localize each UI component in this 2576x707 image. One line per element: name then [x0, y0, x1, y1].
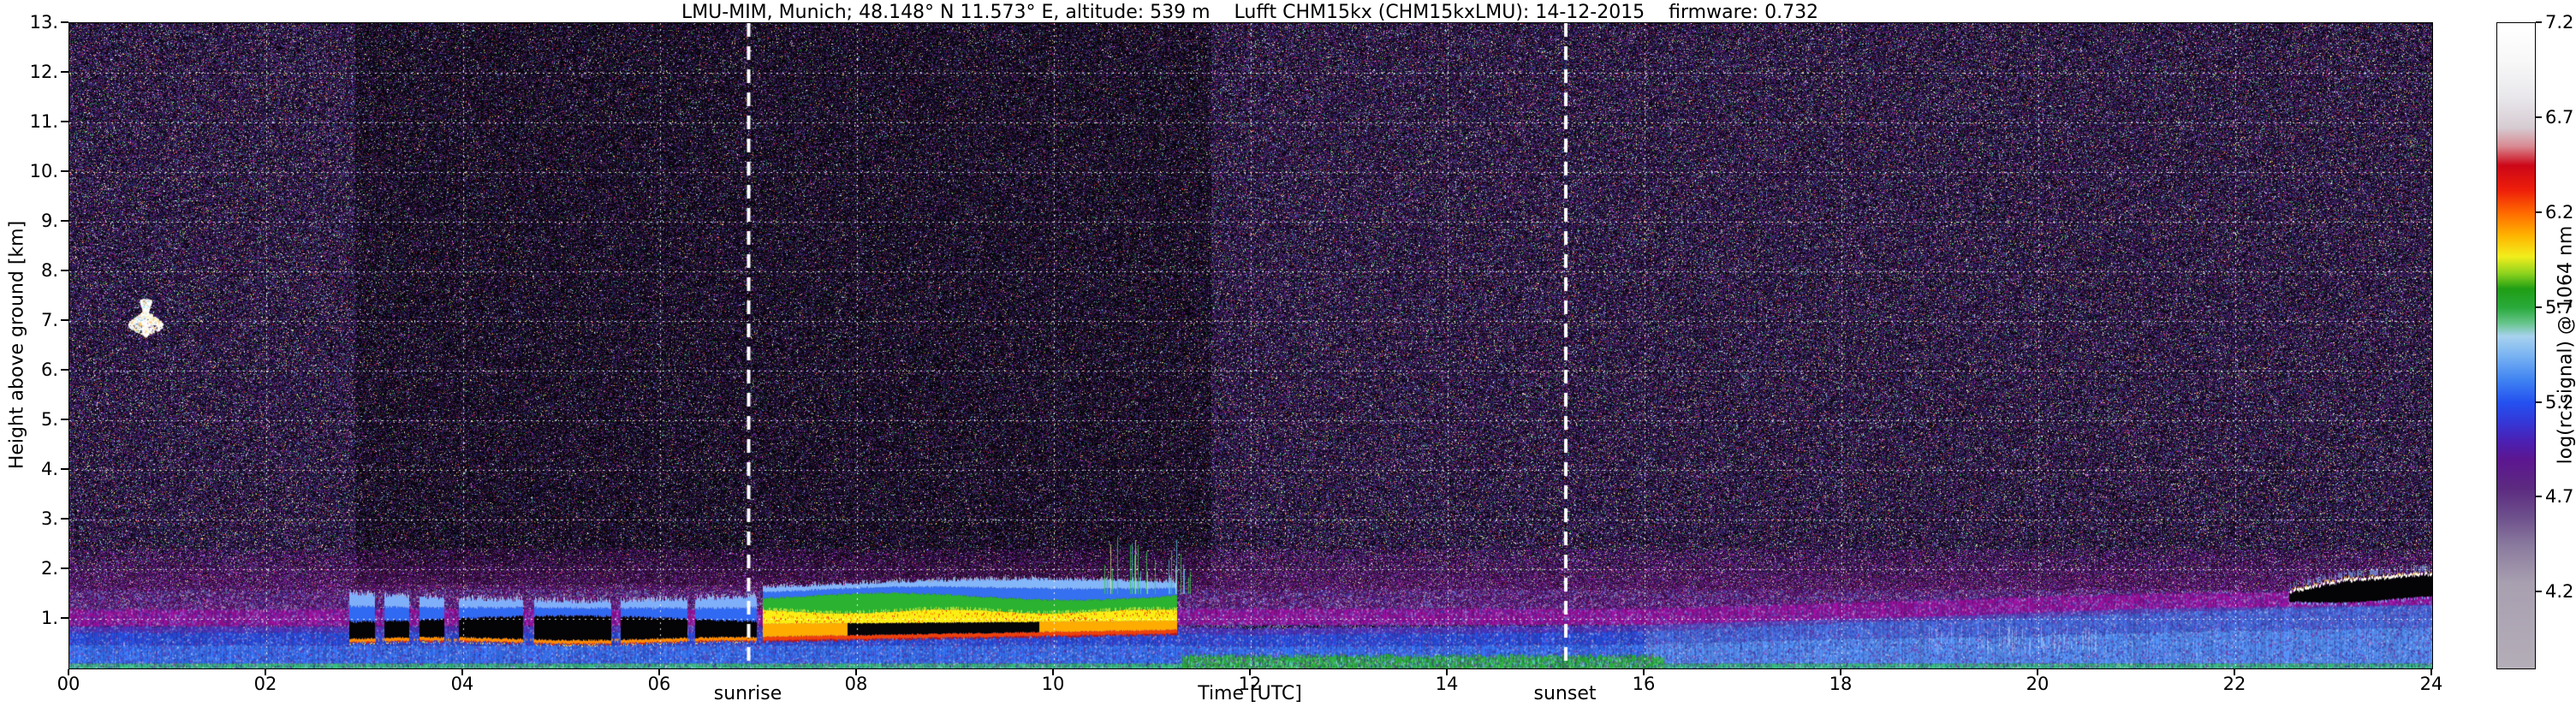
colorbar — [2496, 22, 2536, 669]
colorbar-tick-label: 4.7 — [2545, 486, 2574, 508]
x-axis-label: Time [UTC] — [1198, 683, 1302, 704]
x-tick-mark — [855, 669, 857, 675]
y-tick-label: 12. — [29, 62, 58, 82]
y-tick-mark — [61, 369, 68, 371]
x-tick-label: 02 — [253, 674, 277, 694]
y-tick-label: 1. — [40, 608, 58, 628]
y-tick-mark — [61, 567, 68, 569]
x-tick-mark — [2430, 669, 2432, 675]
x-tick-mark — [1446, 669, 1448, 675]
y-tick-mark — [61, 518, 68, 520]
colorbar-tick-mark — [2536, 591, 2542, 593]
x-tick-label: 12 — [1238, 674, 1262, 694]
colorbar-tick-mark — [2536, 401, 2542, 403]
x-tick-mark — [1840, 669, 1841, 675]
y-tick-label: 8. — [40, 260, 58, 281]
colorbar-tick-mark — [2536, 21, 2542, 23]
y-tick-label: 7. — [40, 310, 58, 330]
colorbar-tick-mark — [2536, 496, 2542, 498]
y-tick-mark — [61, 617, 68, 619]
x-tick-label: 10 — [1041, 674, 1065, 694]
y-tick-label: 5. — [40, 409, 58, 430]
x-tick-mark — [265, 669, 266, 675]
y-tick-mark — [61, 220, 68, 222]
x-tick-label: 06 — [647, 674, 671, 694]
colorbar-tick-label: 6.2 — [2545, 201, 2574, 223]
y-tick-mark — [61, 468, 68, 470]
y-tick-label: 9. — [40, 211, 58, 231]
y-tick-label: 2. — [40, 558, 58, 579]
colorbar-tick-mark — [2536, 211, 2542, 213]
x-tick-mark — [1052, 669, 1054, 675]
y-tick-label: 4. — [40, 459, 58, 479]
y-axis-label: Height above ground [km] — [6, 220, 28, 470]
sunrise-annotation-label: sunrise — [713, 683, 782, 704]
x-tick-mark — [2037, 669, 2038, 675]
x-tick-label: 24 — [2419, 674, 2443, 694]
y-tick-mark — [61, 419, 68, 420]
x-tick-label: 18 — [1829, 674, 1853, 694]
y-tick-label: 3. — [40, 508, 58, 529]
sunset-annotation-label: sunset — [1533, 683, 1597, 704]
heatmap-canvas — [69, 23, 2432, 668]
x-tick-label: 14 — [1435, 674, 1459, 694]
y-tick-mark — [61, 270, 68, 271]
x-tick-label: 08 — [844, 674, 868, 694]
x-tick-label: 16 — [1632, 674, 1656, 694]
colorbar-tick-label: 6.7 — [2545, 106, 2574, 128]
x-tick-label: 22 — [2222, 674, 2246, 694]
x-tick-mark — [658, 669, 660, 675]
x-tick-label: 04 — [450, 674, 474, 694]
y-tick-mark — [61, 319, 68, 321]
y-tick-label: 6. — [40, 359, 58, 380]
x-tick-label: 20 — [2026, 674, 2049, 694]
x-tick-label: 00 — [57, 674, 80, 694]
y-tick-label: 13. — [29, 12, 58, 33]
colorbar-tick-label: 5.2 — [2545, 391, 2574, 413]
colorbar-tick-mark — [2536, 116, 2542, 118]
colorbar-tick-mark — [2536, 306, 2542, 308]
y-tick-label: 11. — [29, 111, 58, 132]
colorbar-label: log(rc-signal) @ 1064 nm — [2555, 225, 2576, 465]
chart-title: LMU-MIM, Munich; 48.148° N 11.573° E, al… — [681, 2, 1819, 23]
y-tick-mark — [61, 71, 68, 73]
x-tick-mark — [2234, 669, 2235, 675]
colorbar-tick-label: 5.7 — [2545, 296, 2574, 318]
x-tick-mark — [461, 669, 463, 675]
x-tick-mark — [68, 669, 69, 675]
plot-area — [68, 22, 2433, 669]
y-tick-mark — [61, 21, 68, 23]
x-tick-mark — [1249, 669, 1251, 675]
y-tick-label: 10. — [29, 161, 58, 181]
y-tick-mark — [61, 170, 68, 172]
colorbar-tick-label: 7.2 — [2545, 12, 2574, 33]
colorbar-tick-label: 4.2 — [2545, 581, 2574, 603]
x-tick-mark — [1643, 669, 1645, 675]
y-tick-mark — [61, 121, 68, 122]
